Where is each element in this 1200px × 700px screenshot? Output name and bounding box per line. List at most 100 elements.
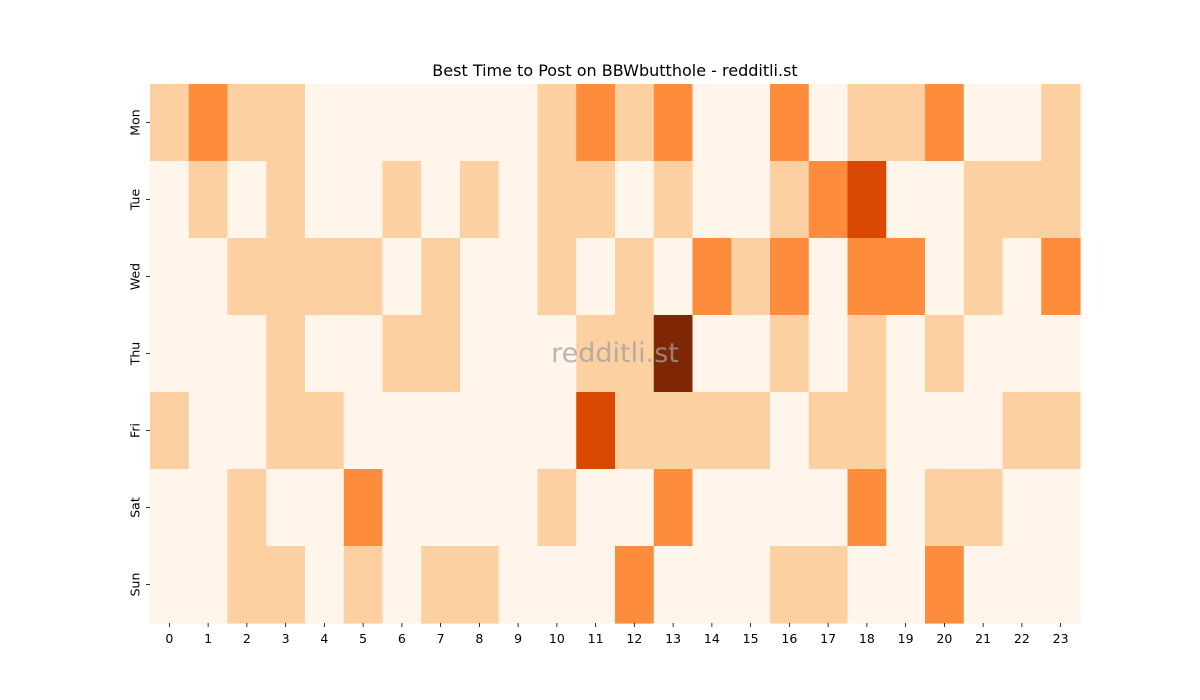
heatmap-cell-mon-2 (227, 84, 267, 162)
x-tick-label: 1 (204, 631, 212, 646)
heatmap-cell-thu-3 (266, 315, 306, 393)
heatmap-cell-thu-22 (1002, 315, 1042, 393)
heatmap-cell-wed-8 (460, 238, 500, 316)
heatmap-cell-wed-3 (266, 238, 306, 316)
heatmap-cell-tue-16 (770, 161, 810, 239)
heatmap-cell-wed-4 (305, 238, 345, 316)
y-tick-label: Wed (128, 263, 143, 290)
heatmap-cell-fri-1 (188, 392, 229, 470)
heatmap-cell-fri-4 (305, 392, 345, 470)
heatmap-cell-sat-16 (770, 469, 810, 547)
x-tick-label: 13 (665, 631, 681, 646)
heatmap-cell-sat-5 (343, 469, 384, 547)
heatmap-cell-sun-15 (731, 546, 771, 624)
heatmap-cell-thu-9 (498, 315, 539, 393)
heatmap-cell-fri-14 (692, 392, 732, 470)
heatmap-cell-mon-7 (421, 84, 461, 162)
heatmap-cell-thu-18 (847, 315, 887, 393)
heatmap-cell-fri-20 (925, 392, 965, 470)
heatmap-cell-fri-17 (808, 392, 849, 470)
heatmap-cell-sat-9 (498, 469, 539, 547)
watermark: redditli.st (551, 338, 679, 369)
x-tick-label: 17 (820, 631, 836, 646)
heatmap-cell-thu-21 (963, 315, 1004, 393)
heatmap-cell-wed-7 (421, 238, 461, 316)
x-tick-label: 8 (475, 631, 483, 646)
heatmap-cell-sun-1 (188, 546, 229, 624)
x-tick-label: 5 (359, 631, 367, 646)
heatmap-cell-wed-5 (343, 238, 384, 316)
heatmap-cell-sun-0 (150, 546, 190, 624)
heatmap-cell-tue-2 (227, 161, 267, 239)
heatmap-cell-tue-5 (343, 161, 384, 239)
heatmap-cell-sun-20 (925, 546, 965, 624)
heatmap-cell-fri-6 (382, 392, 422, 470)
heatmap-cell-tue-9 (498, 161, 539, 239)
heatmap-cell-wed-6 (382, 238, 422, 316)
heatmap-cell-fri-9 (498, 392, 539, 470)
heatmap-cell-wed-10 (537, 238, 577, 316)
heatmap-cell-sun-7 (421, 546, 461, 624)
heatmap-cell-fri-16 (770, 392, 810, 470)
x-tick-label: 23 (1053, 631, 1069, 646)
x-tick-label: 15 (743, 631, 759, 646)
heatmap-cell-tue-10 (537, 161, 577, 239)
heatmap-cell-tue-1 (188, 161, 229, 239)
heatmap-cell-mon-17 (808, 84, 849, 162)
heatmap-cell-tue-21 (963, 161, 1004, 239)
heatmap-cell-tue-4 (305, 161, 345, 239)
x-tick-label: 10 (549, 631, 565, 646)
heatmap-cell-sat-2 (227, 469, 267, 547)
heatmap-cell-sun-8 (460, 546, 500, 624)
heatmap-cells (150, 84, 1081, 624)
x-axis-ticks: 0 1 2 3 4 5 6 7 8 9 10 11 12 13 14 15 16 17 18 19 20 21 22 23 (165, 623, 1069, 646)
x-tick-label: 0 (165, 631, 173, 646)
heatmap-cell-wed-12 (615, 238, 655, 316)
heatmap-cell-sat-23 (1041, 469, 1081, 547)
heatmap-cell-wed-11 (576, 238, 616, 316)
heatmap-cell-sun-17 (808, 546, 849, 624)
heatmap-cell-sun-18 (847, 546, 887, 624)
heatmap-cell-sun-9 (498, 546, 539, 624)
heatmap-cell-tue-11 (576, 161, 616, 239)
heatmap-cell-tue-6 (382, 161, 422, 239)
heatmap-cell-tue-15 (731, 161, 771, 239)
heatmap-cell-tue-0 (150, 161, 190, 239)
heatmap-cell-thu-17 (808, 315, 849, 393)
heatmap-cell-tue-22 (1002, 161, 1042, 239)
heatmap-cell-fri-22 (1002, 392, 1042, 470)
heatmap-cell-sat-1 (188, 469, 229, 547)
heatmap-cell-fri-8 (460, 392, 500, 470)
heatmap-cell-sun-22 (1002, 546, 1042, 624)
heatmap-cell-tue-17 (808, 161, 849, 239)
heatmap-cell-mon-14 (692, 84, 732, 162)
heatmap-cell-thu-5 (343, 315, 384, 393)
y-tick-label: Fri (128, 423, 143, 438)
heatmap-cell-thu-7 (421, 315, 461, 393)
heatmap-cell-fri-21 (963, 392, 1004, 470)
heatmap-cell-sat-4 (305, 469, 345, 547)
heatmap-cell-thu-11 (576, 315, 616, 393)
heatmap-cell-sun-16 (770, 546, 810, 624)
heatmap-cell-sat-13 (653, 469, 694, 547)
heatmap-cell-mon-18 (847, 84, 887, 162)
heatmap-cell-mon-1 (188, 84, 229, 162)
heatmap-cell-wed-14 (692, 238, 732, 316)
heatmap-cell-mon-6 (382, 84, 422, 162)
heatmap-cell-wed-15 (731, 238, 771, 316)
heatmap-cell-sun-12 (615, 546, 655, 624)
heatmap-cell-mon-10 (537, 84, 577, 162)
heatmap-cell-wed-19 (886, 238, 926, 316)
heatmap-cell-thu-20 (925, 315, 965, 393)
heatmap-cell-mon-19 (886, 84, 926, 162)
heatmap-cell-mon-4 (305, 84, 345, 162)
heatmap-cell-sun-4 (305, 546, 345, 624)
x-tick-label: 16 (781, 631, 797, 646)
chart-title: Best Time to Post on BBWbutthole - reddi… (432, 61, 797, 80)
heatmap-cell-mon-8 (460, 84, 500, 162)
heatmap-cell-thu-2 (227, 315, 267, 393)
heatmap-cell-wed-23 (1041, 238, 1081, 316)
heatmap-cell-thu-14 (692, 315, 732, 393)
heatmap-cell-sat-3 (266, 469, 306, 547)
heatmap-cell-fri-7 (421, 392, 461, 470)
